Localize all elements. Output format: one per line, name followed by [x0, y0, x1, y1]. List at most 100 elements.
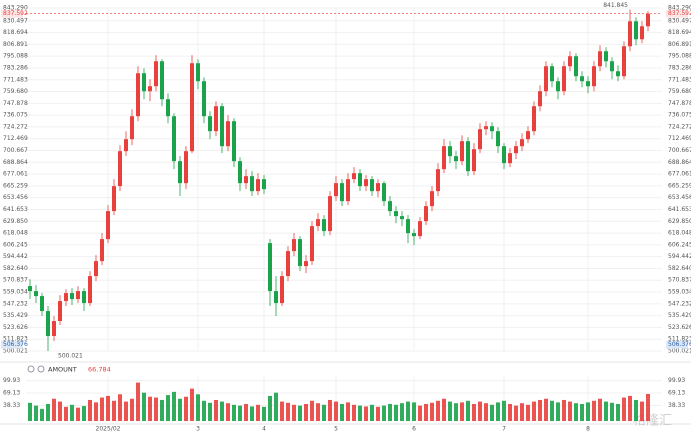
volume-bar	[382, 405, 386, 421]
candle-body	[628, 21, 632, 47]
y-tick-label-right: 547.232	[668, 300, 691, 307]
volume-bar	[550, 400, 554, 421]
candle-body	[34, 291, 38, 297]
y-tick-label-right: 500.021	[668, 348, 691, 355]
y-tick-label: 523.626	[3, 324, 28, 331]
vol-tick-label-right: 99.93	[668, 377, 685, 384]
last-price-badge	[666, 9, 688, 18]
candle-body	[514, 146, 518, 154]
x-tick-label: 8	[586, 426, 590, 433]
volume-bar	[412, 402, 416, 421]
candle-body	[322, 219, 326, 232]
candle-body	[52, 321, 56, 337]
candle-body	[436, 169, 440, 192]
volume-bar	[124, 401, 128, 421]
y-tick-label-right: 830.497	[668, 17, 691, 24]
volume-bar	[268, 395, 272, 421]
x-tick-label: 7	[502, 426, 506, 433]
volume-bar	[136, 382, 140, 421]
y-tick-label: 700.667	[3, 147, 28, 154]
candle-body	[112, 186, 116, 212]
candle-body	[328, 196, 332, 232]
volume-bar	[388, 404, 392, 421]
candle-body	[304, 261, 308, 267]
candle-body	[310, 226, 314, 262]
y-tick-label-right: 511.823	[668, 336, 691, 343]
candle-body	[412, 233, 416, 237]
volume-bar	[334, 401, 338, 421]
close-icon[interactable]	[37, 365, 45, 373]
candle-body	[640, 26, 644, 40]
y-tick-label-right: 618.048	[668, 230, 691, 237]
volume-bar	[172, 391, 176, 421]
volume-bar	[94, 402, 98, 421]
y-tick-label-right: 724.272	[668, 123, 691, 130]
y-tick-label-right: 771.483	[668, 76, 691, 83]
candle-body	[424, 206, 428, 222]
y-tick-label-right: 559.034	[668, 289, 691, 296]
volume-bar	[154, 397, 158, 421]
volume-bar	[322, 404, 326, 421]
volume-bar	[436, 400, 440, 421]
candle-body	[520, 139, 524, 147]
candle-body	[232, 121, 236, 162]
volume-bar	[76, 407, 80, 421]
candle-body	[196, 63, 200, 82]
volume-bar	[586, 402, 590, 421]
volume-bar	[616, 404, 620, 421]
y-tick-label-right: 523.626	[668, 324, 691, 331]
candle-body	[82, 291, 86, 304]
candle-body	[598, 51, 602, 67]
candle-body	[502, 146, 506, 164]
candle-body	[574, 56, 578, 77]
y-tick-label: 606.245	[3, 241, 28, 248]
y-tick-label-right: 700.667	[668, 147, 691, 154]
candle-body	[484, 126, 488, 130]
y-tick-label: 818.694	[3, 29, 28, 36]
candle-body	[58, 301, 62, 322]
y-tick-label-right: 818.694	[668, 29, 691, 36]
volume-bar	[610, 402, 614, 421]
volume-bar	[526, 404, 530, 421]
volume-bar	[202, 400, 206, 421]
candle-body	[352, 173, 356, 180]
volume-bar	[406, 401, 410, 421]
y-tick-label: 688.864	[3, 159, 28, 166]
y-tick-label: 830.497	[3, 17, 28, 24]
y-tick-label-right: 736.075	[668, 112, 691, 119]
volume-bar	[574, 403, 578, 421]
candle-body	[370, 179, 374, 192]
candle-body	[250, 176, 254, 192]
volume-bar	[184, 396, 188, 421]
volume-bar	[520, 403, 524, 421]
candle-body	[592, 66, 596, 87]
candle-body	[472, 149, 476, 172]
volume-bar	[64, 406, 68, 421]
candle-body	[544, 66, 548, 92]
volume-bar	[166, 395, 170, 421]
volume-bar	[466, 400, 470, 421]
candle-body	[256, 179, 260, 192]
candle-body	[280, 276, 284, 304]
x-tick-label: 3	[196, 426, 200, 433]
candle-body	[208, 116, 212, 132]
crosshair-label: 506.376	[668, 341, 691, 348]
y-tick-label: 582.640	[3, 265, 28, 272]
volume-bar	[424, 404, 428, 421]
volume-bar	[178, 398, 182, 421]
volume-bar	[148, 396, 152, 421]
y-tick-label: 570.837	[3, 277, 28, 284]
y-tick-label: 759.680	[3, 88, 28, 95]
candle-body	[460, 141, 464, 162]
y-tick-label-right: 594.442	[668, 253, 691, 260]
y-tick-label-right: 677.061	[668, 171, 691, 178]
y-tick-label: 547.232	[3, 300, 28, 307]
settings-icon[interactable]	[27, 365, 35, 373]
vol-tick-label-right: 69.13	[668, 390, 685, 397]
candle-body	[442, 146, 446, 170]
candle-body	[532, 106, 536, 132]
candle-body	[166, 99, 170, 117]
candle-body	[64, 293, 68, 302]
y-tick-label: 806.891	[3, 41, 28, 48]
volume-bar	[502, 400, 506, 421]
